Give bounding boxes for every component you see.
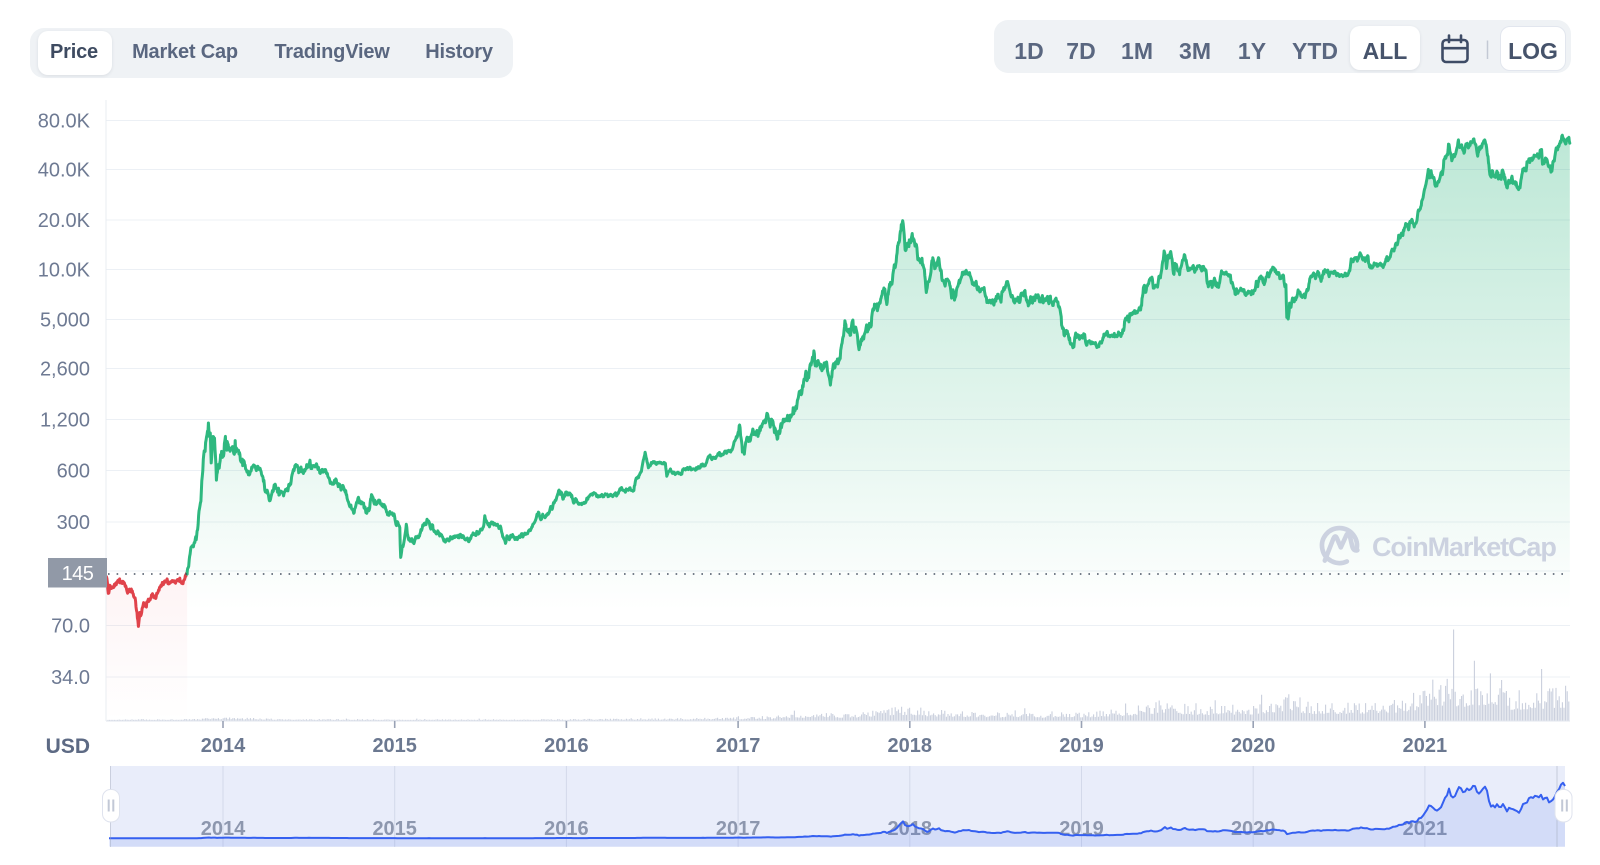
- svg-text:USD: USD: [46, 735, 90, 758]
- svg-text:10.0K: 10.0K: [38, 260, 91, 282]
- svg-text:2015: 2015: [372, 735, 417, 757]
- svg-text:2019: 2019: [1059, 735, 1104, 757]
- svg-text:145: 145: [62, 563, 94, 585]
- svg-text:2020: 2020: [1231, 818, 1276, 840]
- svg-text:2021: 2021: [1403, 818, 1448, 840]
- svg-text:2021: 2021: [1403, 735, 1448, 757]
- svg-text:2018: 2018: [888, 818, 933, 840]
- svg-text:2014: 2014: [201, 735, 246, 757]
- svg-text:80.0K: 80.0K: [38, 111, 91, 133]
- svg-text:2018: 2018: [888, 735, 933, 757]
- svg-text:2016: 2016: [544, 735, 589, 757]
- svg-text:CoinMarketCap: CoinMarketCap: [1372, 532, 1556, 562]
- svg-text:5,000: 5,000: [40, 310, 90, 332]
- svg-text:2020: 2020: [1231, 735, 1276, 757]
- svg-text:40.0K: 40.0K: [38, 160, 91, 182]
- svg-text:70.0: 70.0: [51, 616, 90, 638]
- svg-text:2017: 2017: [716, 818, 761, 840]
- svg-text:600: 600: [57, 461, 90, 483]
- svg-text:1,200: 1,200: [40, 410, 90, 432]
- svg-text:20.0K: 20.0K: [38, 210, 91, 232]
- svg-text:2,600: 2,600: [40, 359, 90, 381]
- svg-text:2014: 2014: [201, 818, 246, 840]
- svg-text:34.0: 34.0: [51, 667, 90, 689]
- svg-text:2017: 2017: [716, 735, 761, 757]
- svg-text:2015: 2015: [372, 818, 417, 840]
- svg-text:2016: 2016: [544, 818, 589, 840]
- svg-text:300: 300: [57, 512, 90, 534]
